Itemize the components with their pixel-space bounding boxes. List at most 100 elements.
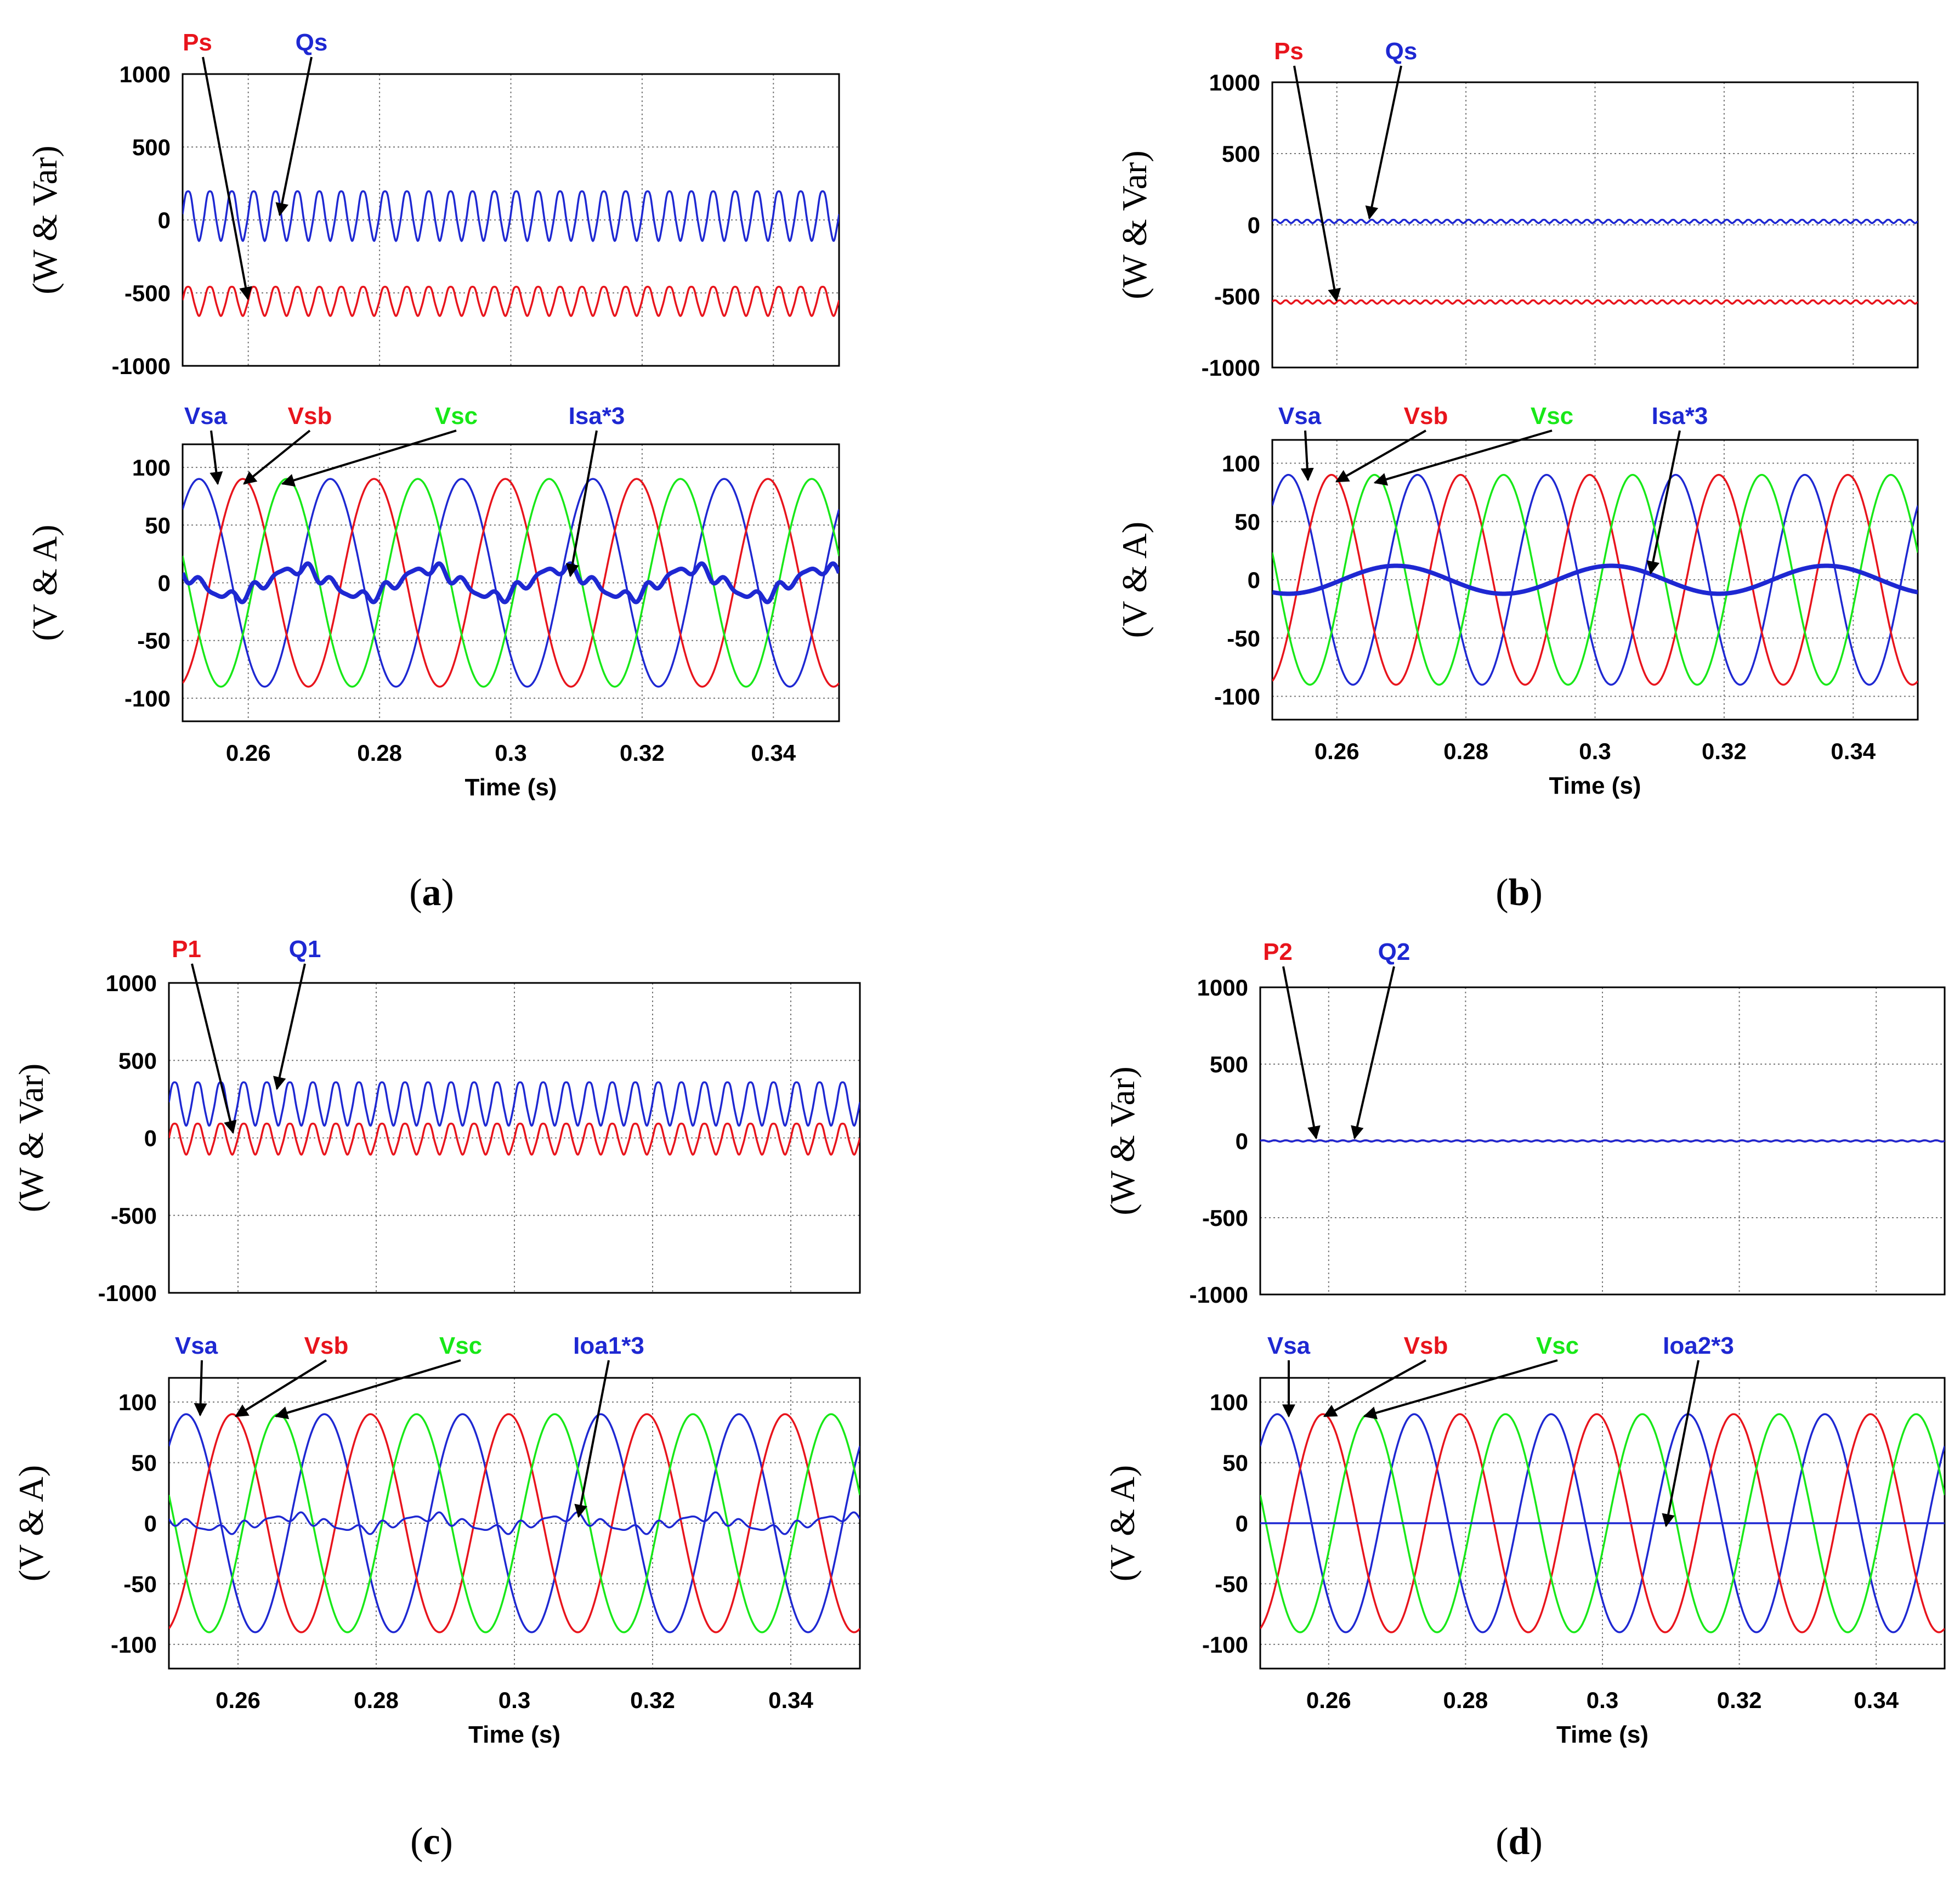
caption-c: (c) [410, 1821, 453, 1863]
xlabel: Time (s) [1549, 772, 1641, 799]
wave-ytick-label: -50 [137, 628, 171, 654]
wave-ytick-label: 50 [131, 1450, 157, 1476]
xtick-label: 0.26 [216, 1687, 260, 1713]
caption-close-paren: ) [441, 872, 454, 914]
wave-ytick-label: 100 [118, 1389, 157, 1415]
wave-arrow-Vsb [234, 1359, 327, 1417]
wave-arrow-Ioa2x3 [1662, 1360, 1700, 1528]
caption-letter: b [1509, 872, 1530, 914]
series-Isax3 [183, 561, 839, 604]
wave-label-Vsa: Vsa [175, 1332, 218, 1359]
wave-label-Ioa1x3: Ioa1*3 [573, 1332, 644, 1359]
wave-arrow-Vsb [1323, 1359, 1426, 1417]
power-ylabel: (W & Var) [1103, 1066, 1142, 1215]
wave-frame [1271, 439, 1919, 721]
series-Ps [183, 286, 839, 317]
power-ytick-label: 1000 [106, 970, 157, 996]
power-arrow-Q2 [1351, 966, 1395, 1140]
wave-label-Vsa: Vsa [1267, 1332, 1311, 1359]
series-P1 [169, 1122, 860, 1156]
wave-arrow-Vsb [243, 429, 311, 485]
power-label-Qs: Qs [1385, 38, 1418, 65]
caption-open-paren: ( [409, 872, 422, 914]
wave-label-Isax3: Isa*3 [569, 403, 625, 429]
caption-close-paren: ) [1530, 1821, 1542, 1863]
panel-1-power-axes: 1000 500 0 -500 -1000 (W & Var) [1115, 70, 1919, 381]
wave-label-Ioa2x3: Ioa2*3 [1663, 1332, 1734, 1359]
power-ylabel: (W & Var) [12, 1064, 50, 1212]
caption-open-paren: ( [1496, 872, 1508, 914]
power-label-Ps: Ps [183, 29, 212, 56]
wave-label-Vsa: Vsa [1278, 403, 1322, 429]
wave-ytick-label: -100 [1214, 684, 1260, 710]
wave-ytick-label: 0 [1236, 1511, 1248, 1536]
power-ytick-label: 0 [1236, 1128, 1248, 1154]
power-ytick-label: 500 [1222, 141, 1260, 167]
wave-arrow-Vsc [1373, 429, 1553, 486]
wave-label-Isax3: Isa*3 [1652, 403, 1708, 429]
caption-a: (a) [409, 872, 454, 914]
wave-ylabel: (V & A) [12, 1465, 50, 1581]
power-ytick-label: 0 [144, 1126, 157, 1151]
wave-ytick-label: 0 [158, 570, 171, 596]
caption-b: (b) [1496, 872, 1543, 914]
xtick-label: 0.28 [354, 1687, 399, 1713]
xtick-label: 0.3 [1587, 1687, 1618, 1713]
wave-ytick-label: 100 [1210, 1389, 1248, 1415]
power-ytick-label: -1000 [1189, 1282, 1248, 1308]
caption-close-paren: ) [440, 1821, 453, 1863]
xtick-label: 0.3 [499, 1687, 530, 1713]
wave-ytick-label: 100 [132, 455, 171, 480]
wave-label-Vsc: Vsc [1531, 403, 1573, 429]
power-ytick-label: 500 [132, 134, 171, 160]
panel-2-wave-axes: 100 50 0 -50 -100 (V & A) 0.26 0.28 0.3 0.32 0.34 T… [12, 1377, 861, 1748]
wave-ytick-label: -100 [1202, 1632, 1248, 1658]
wave-arrow-Vsc [281, 429, 457, 487]
wave-arrow-Isax3 [566, 430, 598, 578]
wave-label-Vsb: Vsb [1404, 403, 1448, 429]
wave-arrow-Vsa [194, 1360, 207, 1417]
wave-arrow-Vsa [1300, 430, 1314, 482]
caption-letter: d [1509, 1821, 1530, 1863]
xlabel: Time (s) [1556, 1721, 1649, 1748]
xtick-label: 0.32 [620, 740, 665, 766]
series-Isax3 [1272, 563, 1918, 596]
caption-close-paren: ) [1530, 872, 1542, 914]
xtick-label: 0.32 [1702, 738, 1747, 764]
power-ytick-label: 0 [158, 207, 171, 233]
series-Qs [1272, 218, 1918, 224]
power-ytick-label: -500 [1202, 1205, 1248, 1231]
panel-0-power-axes: 1000 500 0 -500 -1000 (W & Var) [25, 61, 840, 379]
power-ytick-label: 0 [1248, 212, 1260, 238]
power-ytick-label: -1000 [98, 1280, 157, 1306]
wave-ytick-label: 50 [1222, 1450, 1248, 1476]
power-arrow-Qs [1365, 65, 1402, 220]
wave-frame [168, 1377, 861, 1670]
power-ytick-label: 500 [1210, 1051, 1248, 1077]
series-Vsa [1260, 1413, 1945, 1633]
power-arrow-Ps [202, 56, 252, 301]
power-arrow-P2 [1282, 966, 1321, 1140]
power-ytick-label: 1000 [1209, 70, 1260, 95]
power-ytick-label: -500 [124, 280, 171, 306]
wave-ytick-label: -50 [123, 1571, 157, 1597]
power-label-Ps: Ps [1274, 38, 1304, 65]
power-label-Q1: Q1 [289, 936, 321, 963]
series-Ioa1x3 [169, 1511, 860, 1535]
wave-ylabel: (V & A) [25, 524, 64, 641]
wave-label-Vsb: Vsb [304, 1332, 349, 1359]
xlabel: Time (s) [465, 774, 557, 801]
wave-ylabel: (V & A) [1115, 522, 1154, 638]
wave-frame [182, 443, 840, 722]
xtick-label: 0.34 [751, 740, 796, 766]
caption-letter: c [423, 1821, 440, 1863]
wave-ylabel: (V & A) [1103, 1465, 1142, 1581]
wave-arrow-Isax3 [1646, 430, 1681, 575]
panel-0-wave-axes: 100 50 0 -50 -100 (V & A) 0.26 0.28 0.3 0.32 0.34 T… [25, 443, 840, 801]
xtick-label: 0.28 [1443, 1687, 1488, 1713]
wave-label-Vsb: Vsb [1404, 1332, 1448, 1359]
wave-label-Vsc: Vsc [439, 1332, 482, 1359]
power-ytick-label: 1000 [120, 61, 171, 87]
wave-label-Vsc: Vsc [1536, 1332, 1579, 1359]
